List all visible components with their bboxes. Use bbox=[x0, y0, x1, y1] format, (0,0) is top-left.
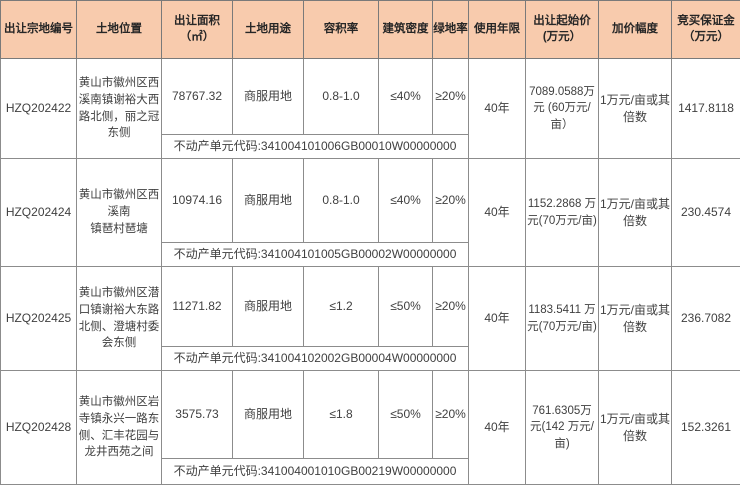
cell-building-density: ≤50% bbox=[379, 267, 433, 347]
header-row: 出让宗地编号 土地位置 出让面积 （㎡） 土地用途 容积率 建筑密度 绿地率 使… bbox=[1, 1, 740, 59]
cell-area: 11271.82 bbox=[162, 267, 233, 347]
cell-green-rate: ≥20% bbox=[433, 371, 469, 459]
cell-increment: 1万元/亩或其倍数 bbox=[599, 267, 672, 371]
cell-increment: 1万元/亩或其倍数 bbox=[599, 159, 672, 267]
header-deposit: 竞买保证金 （万元） bbox=[672, 1, 740, 59]
cell-area: 78767.32 bbox=[162, 59, 233, 135]
cell-area: 3575.73 bbox=[162, 371, 233, 459]
table-body: HZQ202422 黄山市徽州区西溪南镇谢裕大西路北侧，丽之冠东侧 78767.… bbox=[1, 59, 740, 485]
cell-area: 10974.16 bbox=[162, 159, 233, 243]
cell-land-use: 商服用地 bbox=[233, 159, 304, 243]
header-location: 土地位置 bbox=[77, 1, 162, 59]
table-row: HZQ202424 黄山市徽州区西溪南 镇琶村琶塘 10974.16 商服用地 … bbox=[1, 159, 740, 243]
cell-location: 黄山市徽州区潜口镇谢裕大东路北侧、澄塘村委会东侧 bbox=[77, 267, 162, 371]
header-years: 使用年限 bbox=[469, 1, 526, 59]
table-row: HZQ202425 黄山市徽州区潜口镇谢裕大东路北侧、澄塘村委会东侧 11271… bbox=[1, 267, 740, 347]
cell-land-use: 商服用地 bbox=[233, 267, 304, 347]
cell-unit-code: 不动产单元代码:341004101005GB00002W00000000 bbox=[162, 243, 469, 267]
cell-parcel-id: HZQ202425 bbox=[1, 267, 77, 371]
cell-building-density: ≤40% bbox=[379, 159, 433, 243]
cell-location: 黄山市徽州区西溪南镇谢裕大西路北侧，丽之冠东侧 bbox=[77, 59, 162, 159]
cell-deposit: 152.3261 bbox=[672, 371, 740, 485]
cell-land-use: 商服用地 bbox=[233, 371, 304, 459]
header-far: 容积率 bbox=[304, 1, 379, 59]
cell-green-rate: ≥20% bbox=[433, 59, 469, 135]
cell-years: 40年 bbox=[469, 371, 526, 485]
cell-location: 黄山市徽州区西溪南 镇琶村琶塘 bbox=[77, 159, 162, 267]
cell-land-use: 商服用地 bbox=[233, 59, 304, 135]
cell-deposit: 236.7082 bbox=[672, 267, 740, 371]
header-building-density: 建筑密度 bbox=[379, 1, 433, 59]
cell-parcel-id: HZQ202428 bbox=[1, 371, 77, 485]
cell-years: 40年 bbox=[469, 59, 526, 159]
cell-parcel-id: HZQ202424 bbox=[1, 159, 77, 267]
header-start-price: 出让起始价 (万元） bbox=[526, 1, 599, 59]
cell-green-rate: ≥20% bbox=[433, 267, 469, 347]
cell-years: 40年 bbox=[469, 159, 526, 267]
header-green-rate: 绿地率 bbox=[433, 1, 469, 59]
header-area: 出让面积 （㎡） bbox=[162, 1, 233, 59]
cell-unit-code: 不动产单元代码:341004102002GB00004W00000000 bbox=[162, 347, 469, 371]
cell-green-rate: ≥20% bbox=[433, 159, 469, 243]
cell-parcel-id: HZQ202422 bbox=[1, 59, 77, 159]
cell-far: 0.8-1.0 bbox=[304, 159, 379, 243]
cell-location: 黄山市徽州区岩寺镇永兴一路东侧、汇丰花园与龙井西苑之间 bbox=[77, 371, 162, 485]
cell-start-price: 761.6305万元(142 万元/亩) bbox=[526, 371, 599, 485]
table-row: HZQ202422 黄山市徽州区西溪南镇谢裕大西路北侧，丽之冠东侧 78767.… bbox=[1, 59, 740, 135]
header-parcel-id: 出让宗地编号 bbox=[1, 1, 77, 59]
cell-start-price: 7089.0588万元 (60万元/亩） bbox=[526, 59, 599, 159]
header-land-use: 土地用途 bbox=[233, 1, 304, 59]
cell-increment: 1万元/亩或其倍数 bbox=[599, 371, 672, 485]
cell-unit-code: 不动产单元代码:341004101006GB00010W00000000 bbox=[162, 135, 469, 159]
cell-deposit: 1417.8118 bbox=[672, 59, 740, 159]
cell-far: 0.8-1.0 bbox=[304, 59, 379, 135]
cell-start-price: 1152.2868 万元(70万元/亩) bbox=[526, 159, 599, 267]
cell-start-price: 1183.5411 万元(70万元/亩) bbox=[526, 267, 599, 371]
cell-far: ≤1.2 bbox=[304, 267, 379, 347]
cell-unit-code: 不动产单元代码:341004001010GB00219W00000000 bbox=[162, 459, 469, 485]
cell-building-density: ≤50% bbox=[379, 371, 433, 459]
header-increment: 加价幅度 bbox=[599, 1, 672, 59]
cell-increment: 1万元/亩或其倍数 bbox=[599, 59, 672, 159]
cell-deposit: 230.4574 bbox=[672, 159, 740, 267]
cell-far: ≤1.8 bbox=[304, 371, 379, 459]
cell-years: 40年 bbox=[469, 267, 526, 371]
table-row: HZQ202428 黄山市徽州区岩寺镇永兴一路东侧、汇丰花园与龙井西苑之间 35… bbox=[1, 371, 740, 459]
table-header: 出让宗地编号 土地位置 出让面积 （㎡） 土地用途 容积率 建筑密度 绿地率 使… bbox=[1, 1, 740, 59]
cell-building-density: ≤40% bbox=[379, 59, 433, 135]
